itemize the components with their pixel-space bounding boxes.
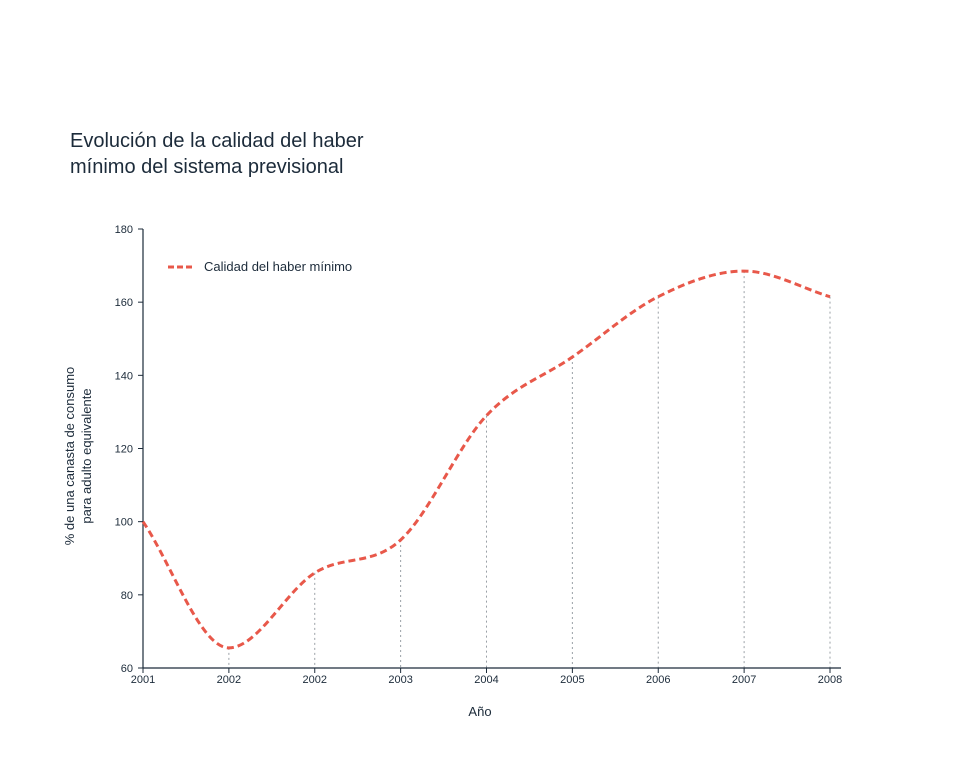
x-tick-label: 2001 <box>131 674 155 686</box>
y-tick-label: 80 <box>121 590 133 602</box>
data-point <box>313 571 317 575</box>
legend-label: Calidad del haber mínimo <box>204 259 352 274</box>
data-point <box>742 269 746 273</box>
x-tick-label: 2008 <box>818 674 842 686</box>
y-tick-label: 100 <box>115 517 133 529</box>
y-axis-title-line-1: % de una canasta de consumo <box>62 367 77 546</box>
y-axis: 60 80 100 120 140 160 180 <box>115 224 144 675</box>
y-tick-label: 60 <box>121 663 133 675</box>
x-axis-title: Año <box>468 704 491 719</box>
x-axis: 2001 2002 2002 2003 2004 2005 2006 2007 2008 <box>131 667 842 686</box>
data-point <box>570 355 574 359</box>
data-point <box>227 646 231 650</box>
x-tick-label: 2006 <box>646 674 670 686</box>
x-tick-label: 2005 <box>560 674 584 686</box>
chart-title-line-2: mínimo del sistema previsional <box>70 156 344 178</box>
x-tick-label: 2007 <box>732 674 756 686</box>
series-layer <box>141 269 832 650</box>
chart-title: Evolución de la calidad del haber mínimo… <box>70 128 490 180</box>
chart-title-line-1: Evolución de la calidad del haber <box>70 130 364 152</box>
legend: Calidad del haber mínimo <box>168 259 352 274</box>
data-point <box>828 295 832 299</box>
data-point <box>399 538 403 542</box>
data-point <box>141 520 145 524</box>
y-tick-label: 120 <box>115 444 133 456</box>
x-tick-label: 2003 <box>388 674 412 686</box>
x-tick-label: 2004 <box>474 674 498 686</box>
y-axis-title-line-2: para adulto equivalente <box>79 388 94 523</box>
data-point <box>656 295 660 299</box>
drop-lines <box>228 271 831 668</box>
x-tick-label: 2002 <box>217 674 241 686</box>
y-tick-label: 160 <box>115 297 133 309</box>
data-point <box>485 414 489 418</box>
y-tick-label: 180 <box>115 224 133 236</box>
x-tick-label: 2002 <box>303 674 327 686</box>
series-line <box>141 269 831 650</box>
y-tick-label: 140 <box>115 370 133 382</box>
